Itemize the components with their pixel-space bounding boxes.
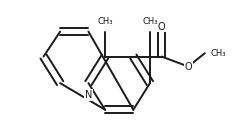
Text: CH₃: CH₃ (97, 17, 113, 26)
Text: CH₃: CH₃ (142, 17, 158, 26)
Text: CH₃: CH₃ (211, 49, 226, 58)
Text: N: N (85, 90, 92, 100)
Text: O: O (184, 62, 192, 71)
Text: O: O (158, 22, 166, 32)
